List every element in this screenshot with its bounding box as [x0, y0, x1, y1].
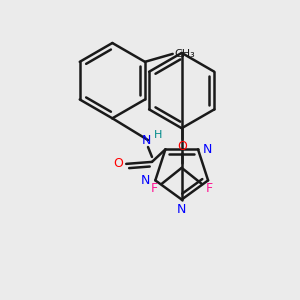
Text: N: N [203, 143, 213, 156]
Text: O: O [113, 158, 123, 170]
Text: N: N [177, 203, 186, 216]
Text: H: H [154, 130, 162, 140]
Text: N: N [141, 134, 151, 147]
Text: F: F [150, 182, 158, 195]
Text: N: N [141, 174, 150, 187]
Text: CH₃: CH₃ [174, 49, 195, 59]
Text: F: F [206, 182, 213, 195]
Text: O: O [177, 140, 187, 152]
